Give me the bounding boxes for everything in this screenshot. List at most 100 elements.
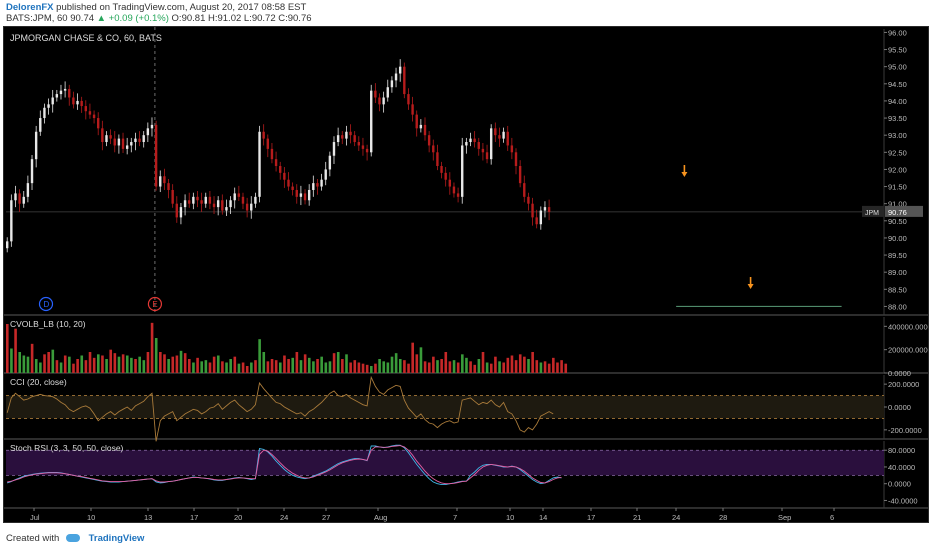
volume-bar [403, 360, 406, 373]
price-axis-tick-label: 95.50 [888, 46, 907, 55]
arrow-down-icon [681, 165, 688, 177]
dividend-marker-circle [38, 296, 54, 312]
volume-bar [489, 363, 493, 373]
volume-bar [22, 355, 26, 373]
price-axis-tick-label: 94.00 [888, 97, 907, 106]
author-link[interactable]: DelorenFX [6, 2, 54, 13]
volume-bar [221, 361, 224, 373]
price-pane[interactable]: JPMORGAN CHASE & CO, 60, BATS 96.00 95.50 9… [4, 27, 928, 316]
volume-axis-tick-label: 0.0000 [888, 369, 911, 378]
candle [303, 193, 307, 201]
volume-bar [432, 356, 435, 373]
cci-axis-tick-label: -200.0000 [888, 426, 922, 435]
volume-bar [63, 355, 67, 373]
candle [167, 183, 170, 190]
tradingview-logo-text[interactable]: TradingView [88, 533, 145, 544]
candle [109, 135, 112, 139]
volume-bar [370, 366, 373, 373]
volume-bar [312, 361, 315, 373]
candle [10, 200, 13, 242]
candle [121, 138, 125, 149]
candle [142, 135, 145, 143]
ohlc-values: O:90.81 H:91.02 L:90.72 C:90.76 [171, 13, 312, 24]
cci-line [6, 375, 554, 442]
volume-bar [407, 363, 410, 373]
candle [328, 155, 332, 170]
time-tick-label: 21 [633, 513, 641, 522]
candle [506, 131, 509, 146]
arrow-down-icon-head [747, 284, 754, 289]
candle [415, 114, 418, 129]
volume-bar [237, 363, 241, 373]
chart-svg[interactable]: JPMORGAN CHASE & CO, 60, BATS 96.00 95.50 9… [4, 27, 932, 522]
volume-bar [473, 364, 477, 373]
candle [59, 90, 63, 95]
volume-axis-tick-label: 400000.0000 [888, 322, 928, 331]
time-tick-label: 10 [506, 513, 514, 522]
candle [465, 142, 468, 146]
volume-bar [183, 353, 187, 373]
volume-bar [188, 359, 191, 373]
volume-bar [72, 363, 75, 373]
volume-bar [341, 359, 344, 373]
volume-bar [543, 361, 547, 373]
candle [295, 189, 298, 197]
volume-bar [560, 360, 563, 373]
candle [456, 193, 460, 197]
stoch-rsi-pane: Stoch RSI (3, 3, 50, 50, close) 80.0000 40… [4, 441, 928, 509]
volume-bar [320, 356, 323, 373]
volume-bar [216, 355, 220, 373]
volume-bar [287, 359, 290, 373]
candle [349, 131, 352, 136]
candle [283, 172, 286, 180]
price-axis-tick-label: 88.00 [888, 302, 907, 311]
candle [26, 183, 30, 197]
candle [427, 135, 431, 146]
candle [547, 207, 551, 212]
candle [84, 106, 87, 112]
candle [250, 203, 253, 211]
volume-bar [498, 361, 501, 373]
volume-bar [175, 355, 179, 373]
volume-bar [266, 361, 270, 373]
candle [452, 186, 456, 194]
candle [336, 135, 340, 143]
time-axis[interactable]: Jul 10 13 17 20 24 27 Aug 7 10 14 17 21 24 28 Sep 6 [30, 508, 835, 522]
volume-bar [324, 362, 328, 373]
candle [138, 138, 141, 143]
cci-pane-title: CCI (20, close) [10, 377, 67, 387]
candle [150, 124, 154, 129]
volume-bar [212, 356, 216, 373]
volume-bar [130, 357, 133, 373]
volume-bar [419, 347, 423, 373]
volume-bar [440, 359, 443, 373]
volume-bar [556, 362, 559, 373]
candle [241, 196, 245, 204]
volume-bar [138, 356, 141, 373]
candle [523, 183, 526, 197]
volume-bar [250, 362, 253, 373]
cci-axis-tick-label: 200.0000 [888, 380, 919, 389]
candle [245, 203, 249, 211]
volume-bar [274, 360, 278, 373]
volume-bar [465, 357, 468, 373]
earnings-marker-label: E [152, 300, 157, 309]
chart-area[interactable]: JPMORGAN CHASE & CO, 60, BATS 96.00 95.50 9… [3, 26, 932, 523]
tradingview-cloud-icon [65, 534, 80, 543]
volume-bar [18, 352, 22, 373]
candle [105, 135, 108, 143]
price-axis-tick-label: 95.00 [888, 63, 907, 72]
volume-bar [159, 352, 162, 373]
volume-bar [444, 352, 448, 373]
candle [407, 94, 410, 105]
last-price-symbol: JPM [865, 210, 879, 217]
candle [233, 193, 236, 201]
volume-bar [523, 356, 526, 373]
candle [485, 152, 489, 160]
candle [34, 131, 38, 160]
volume-bar [241, 362, 245, 373]
volume-bar [502, 362, 505, 373]
candle [154, 124, 158, 187]
time-tick-label: 20 [234, 513, 242, 522]
volume-bar [427, 362, 431, 373]
